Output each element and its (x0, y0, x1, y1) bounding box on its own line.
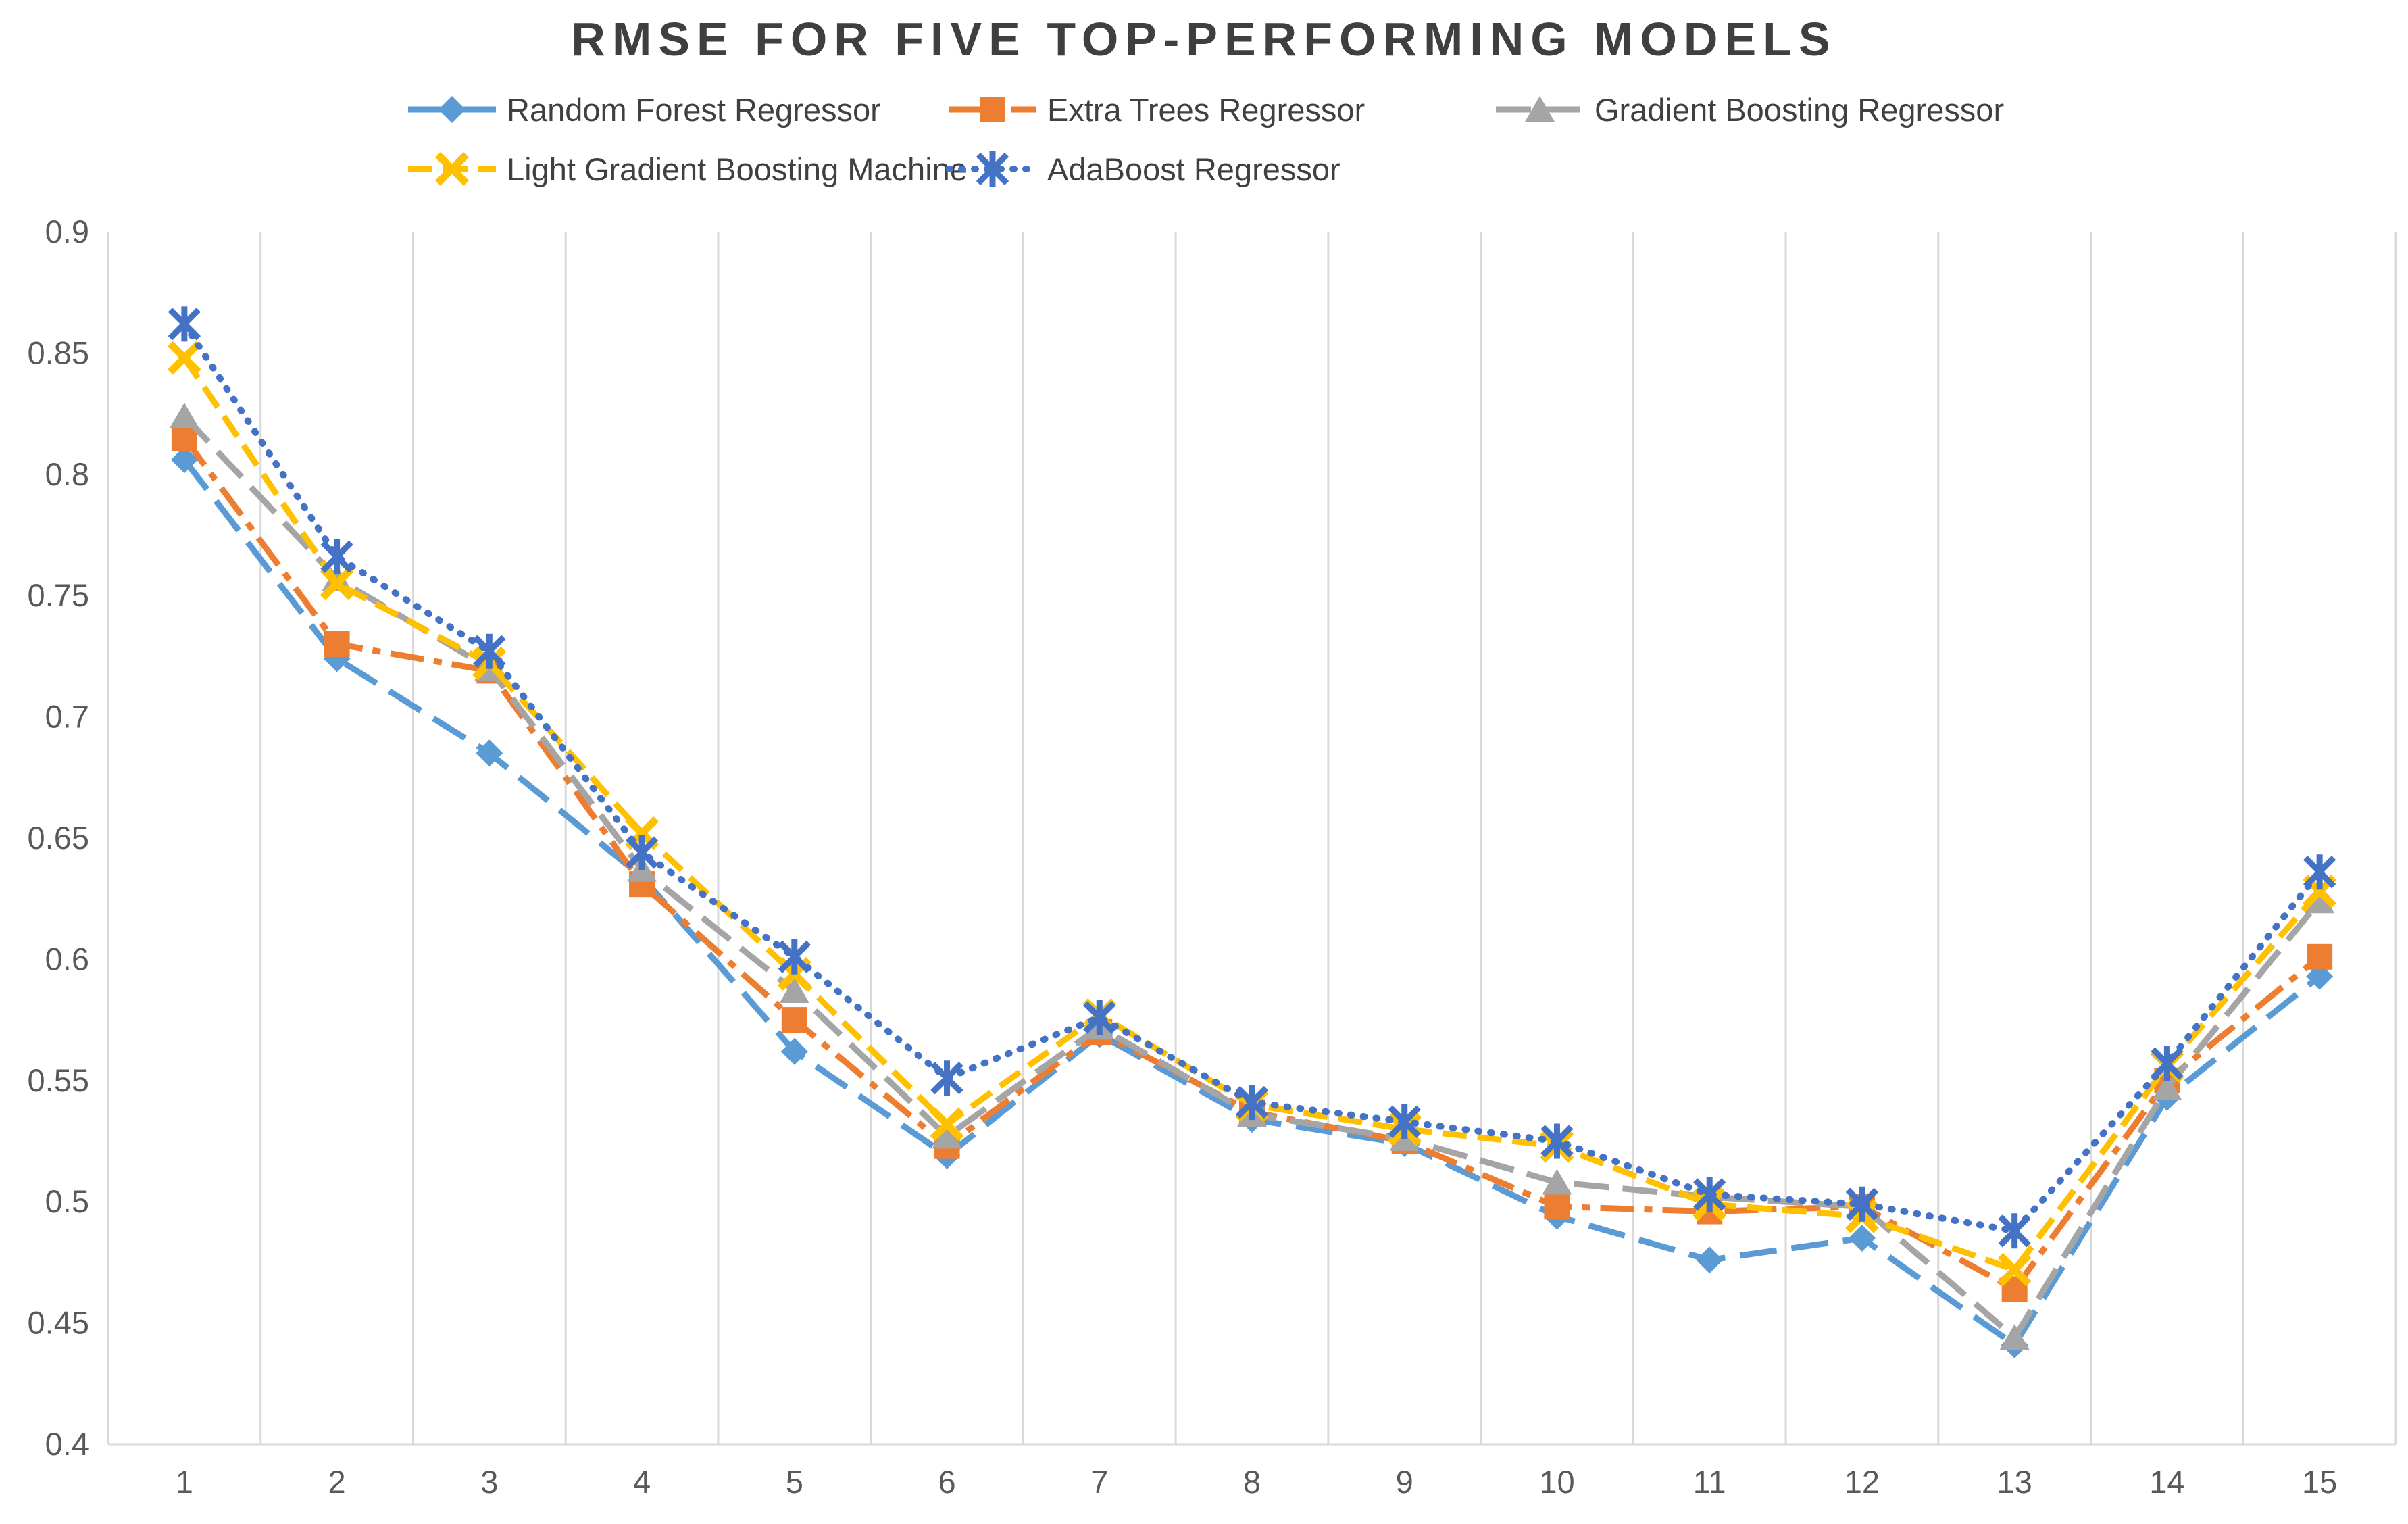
svg-text:0.65: 0.65 (28, 820, 89, 856)
svg-text:7: 7 (1090, 1464, 1108, 1500)
legend-marker-triangle-icon (1496, 96, 1584, 122)
svg-text:3: 3 (480, 1464, 498, 1500)
svg-text:0.75: 0.75 (28, 577, 89, 613)
legend-item-light-gradient-boosting-machine[interactable]: Light Gradient Boosting Machine (405, 147, 968, 191)
svg-text:11: 11 (1693, 1464, 1726, 1500)
svg-text:0.9: 0.9 (45, 214, 89, 249)
legend-marker-x-icon (408, 152, 496, 186)
legend-label: Random Forest Regressor (507, 91, 881, 128)
svg-text:12: 12 (1845, 1464, 1880, 1500)
svg-text:8: 8 (1243, 1464, 1261, 1500)
legend-label: Light Gradient Boosting Machine (507, 151, 968, 187)
legend-item-extra-trees-regressor[interactable]: Extra Trees Regressor (946, 88, 1365, 131)
svg-text:0.8: 0.8 (45, 456, 89, 492)
legend-marker-diamond-icon (408, 96, 496, 123)
chart-title: RMSE FOR FIVE TOP-PERFORMING MODELS (571, 13, 1837, 66)
svg-text:0.7: 0.7 (45, 699, 89, 735)
legend-marker-square-icon (949, 97, 1036, 122)
legend-marker-asterisk-icon (946, 151, 1040, 187)
legend-item-gradient-boosting-regressor[interactable]: Gradient Boosting Regressor (1493, 88, 2004, 131)
legend-label: Gradient Boosting Regressor (1595, 91, 2005, 128)
svg-text:0.55: 0.55 (28, 1062, 89, 1098)
svg-text:15: 15 (2302, 1464, 2337, 1500)
svg-text:10: 10 (1539, 1464, 1574, 1500)
legend-item-random-forest-regressor[interactable]: Random Forest Regressor (405, 88, 881, 131)
svg-text:5: 5 (786, 1464, 803, 1500)
svg-text:9: 9 (1396, 1464, 1413, 1500)
legend-label: AdaBoost Regressor (1047, 151, 1340, 187)
svg-text:2: 2 (328, 1464, 346, 1500)
svg-text:0.6: 0.6 (45, 941, 89, 977)
svg-text:0.5: 0.5 (45, 1183, 89, 1219)
svg-text:0.85: 0.85 (28, 335, 89, 370)
svg-text:0.4: 0.4 (45, 1426, 89, 1462)
legend-item-adaboost-regressor[interactable]: AdaBoost Regressor (946, 147, 1340, 191)
legend-label: Extra Trees Regressor (1047, 91, 1365, 128)
svg-text:14: 14 (2149, 1464, 2184, 1500)
svg-text:13: 13 (1997, 1464, 2032, 1500)
svg-text:0.45: 0.45 (28, 1305, 89, 1341)
svg-text:1: 1 (176, 1464, 193, 1500)
svg-text:6: 6 (938, 1464, 955, 1500)
svg-text:4: 4 (633, 1464, 651, 1500)
